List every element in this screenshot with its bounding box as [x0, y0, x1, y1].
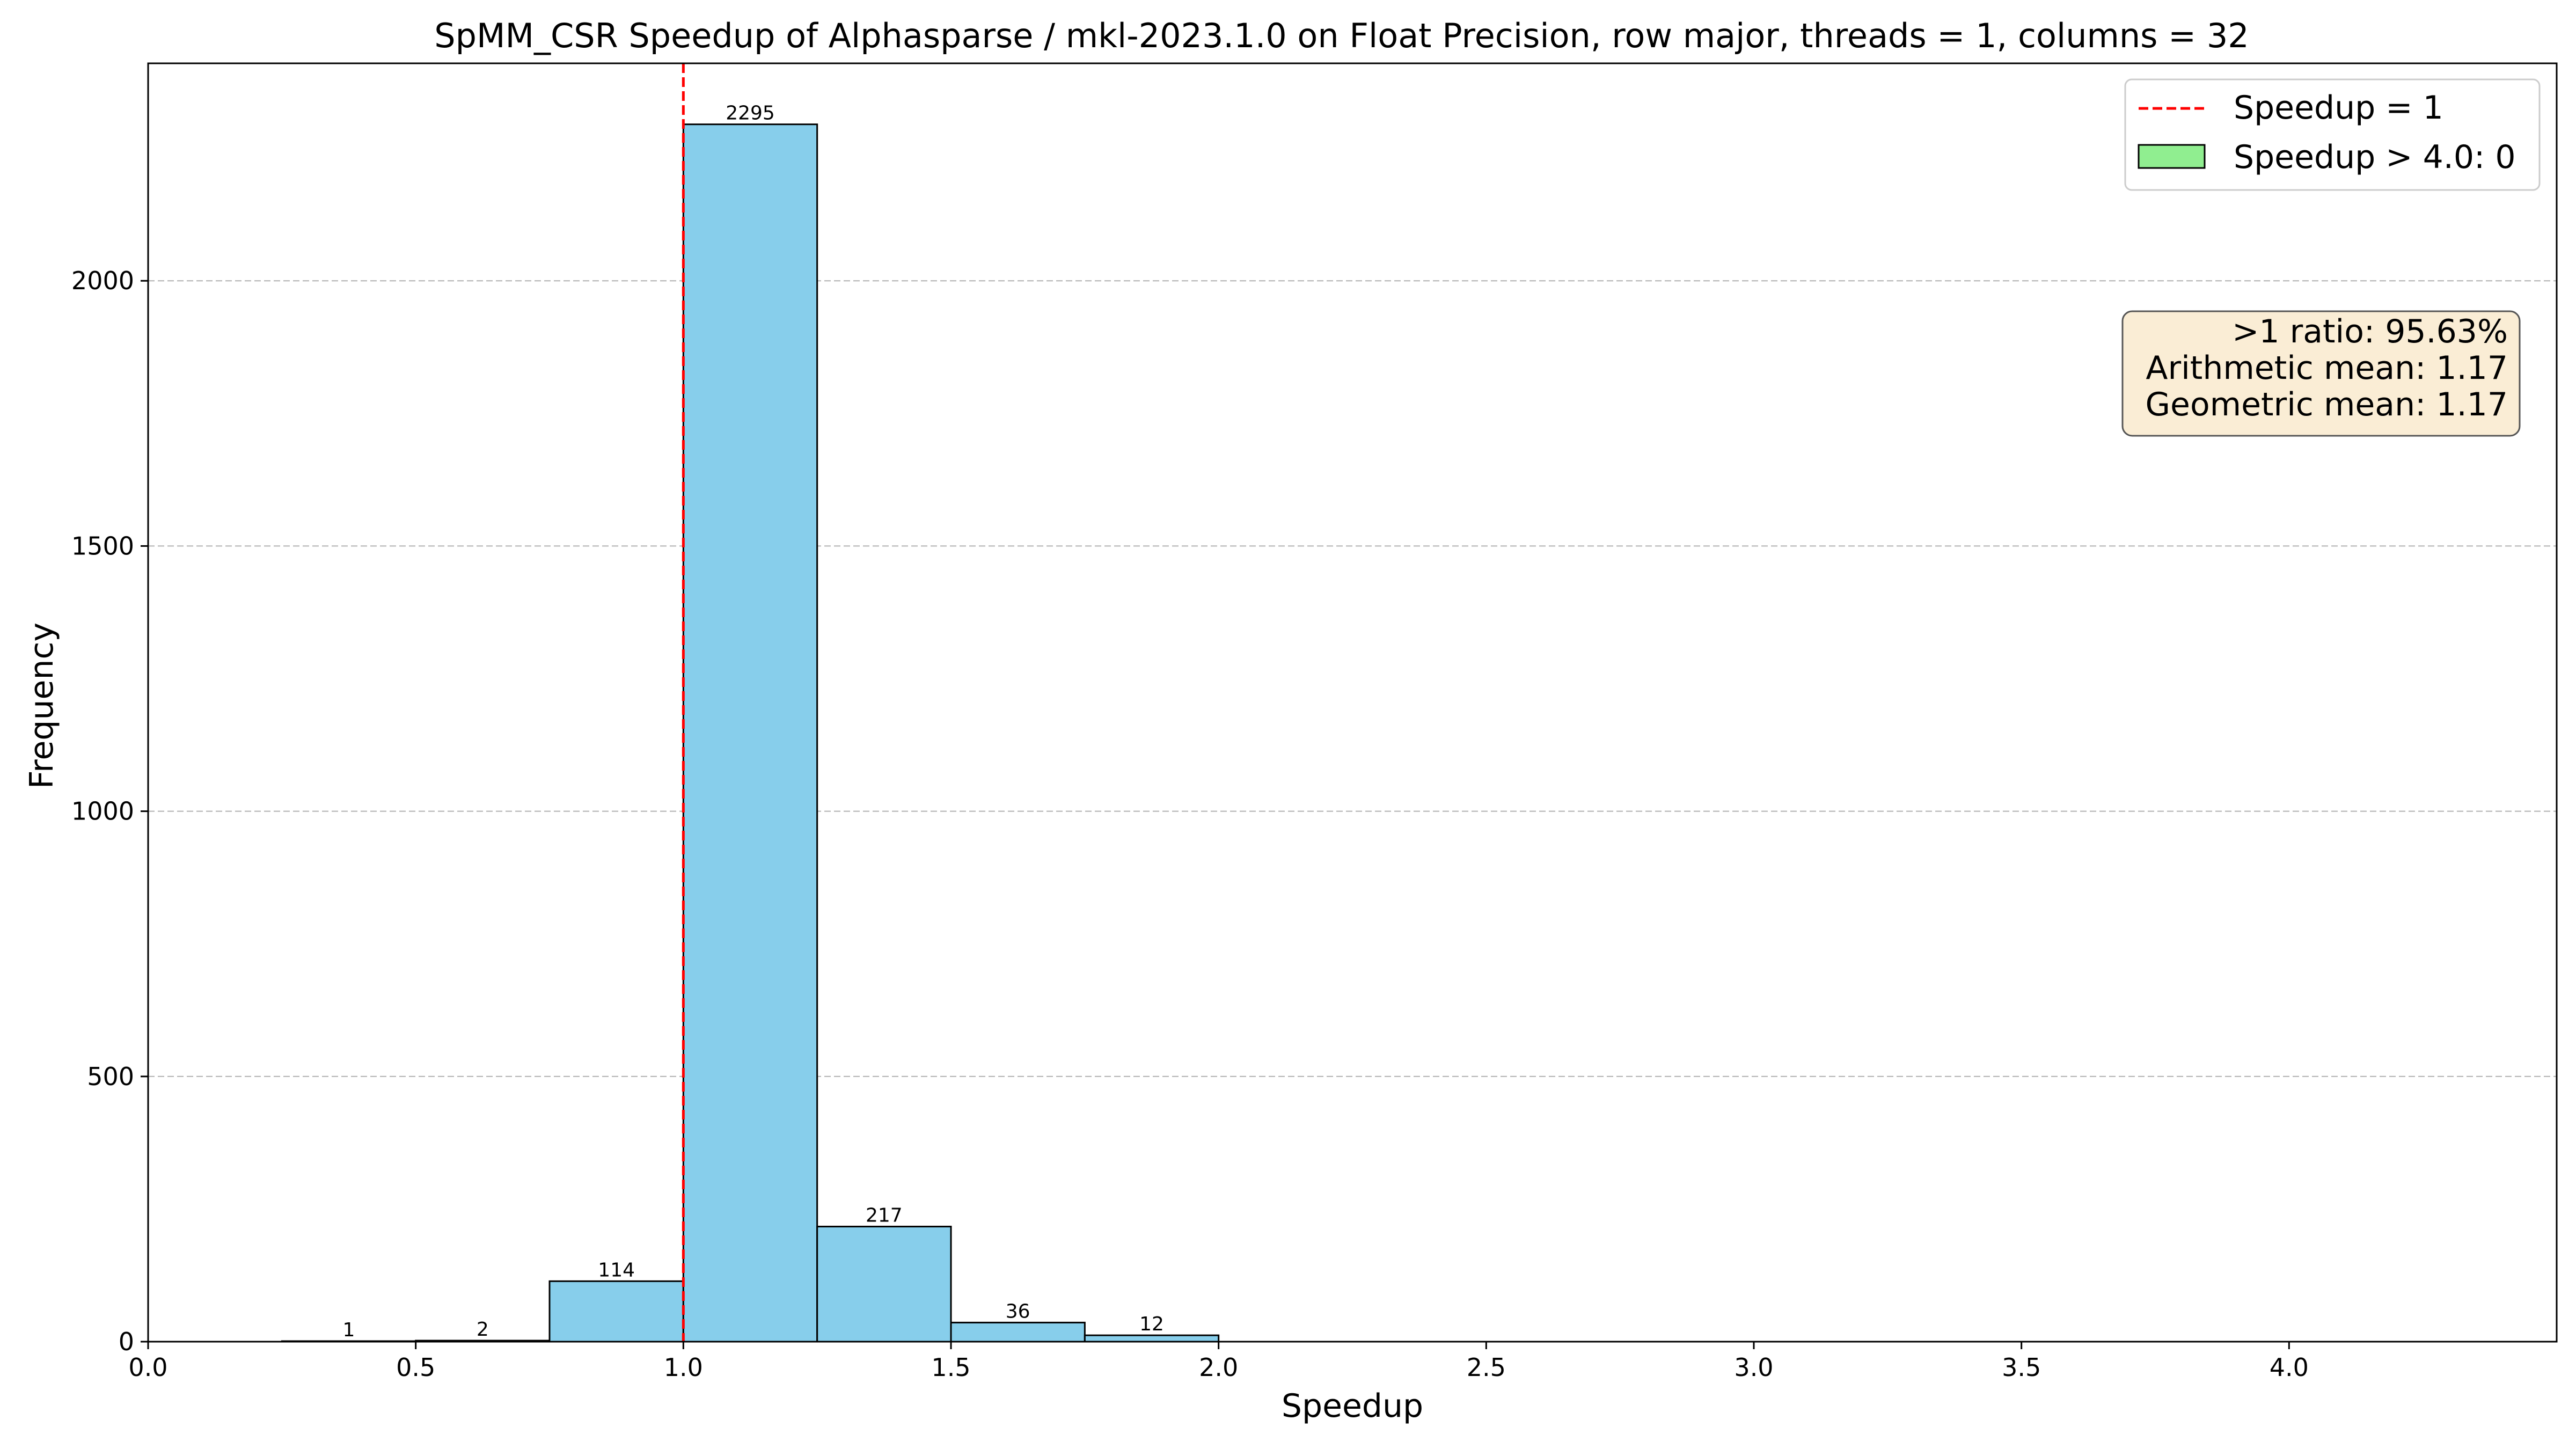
x-tick-label: 3.0 [1734, 1353, 1773, 1382]
bar-value-label: 1 [343, 1319, 355, 1341]
y-tick-label: 1000 [71, 797, 134, 826]
y-tick-label: 1500 [71, 531, 134, 560]
x-tick-label: 4.0 [2270, 1353, 2309, 1382]
stats-ratio-text: >1 ratio: 95.63% [2232, 313, 2508, 350]
x-tick-label: 1.5 [931, 1353, 970, 1382]
gridlines [148, 280, 2557, 1077]
histogram-bar [682, 123, 818, 1343]
histogram-bar [816, 1226, 952, 1343]
x-tick-label: 2.0 [1199, 1353, 1238, 1382]
legend-frame [2124, 78, 2541, 191]
x-axis-label: Speedup [1282, 1387, 1423, 1425]
x-tick-label: 1.0 [664, 1353, 703, 1382]
chart-title: SpMM_CSR Speedup of Alphasparse / mkl-20… [434, 16, 2249, 55]
y-axis: 0 500 1000 1500 2000 [71, 266, 148, 1356]
bar-value-label: 114 [598, 1259, 635, 1281]
y-tick-label: 500 [87, 1062, 134, 1091]
legend-label-overflow: Speedup > 4.0: 0 [2234, 138, 2516, 176]
stats-box: >1 ratio: 95.63% Arithmetic mean: 1.17 G… [2121, 310, 2521, 437]
stats-box-background [2121, 310, 2521, 437]
bar-value-label: 2295 [726, 103, 775, 125]
x-tick-label: 0.0 [128, 1353, 167, 1382]
bar-value-label: 36 [1006, 1300, 1030, 1322]
legend: Speedup = 1 Speedup > 4.0: 0 [2124, 78, 2541, 191]
x-tick-label: 3.5 [2002, 1353, 2041, 1382]
stats-geometric-mean-text: Geometric mean: 1.17 [2146, 386, 2508, 423]
x-tick-label: 2.5 [1467, 1353, 1506, 1382]
legend-patch-icon [2138, 144, 2206, 169]
legend-label-speedup-1: Speedup = 1 [2234, 89, 2443, 127]
bar-value-label: 217 [866, 1205, 903, 1227]
x-axis: 0.0 0.5 1.0 1.5 2.0 2.5 3.0 3.5 4.0 [128, 1342, 2309, 1382]
bar-value-label: 12 [1139, 1313, 1164, 1335]
bar-value-label: 2 [477, 1319, 489, 1341]
x-tick-label: 0.5 [396, 1353, 435, 1382]
histogram-bar [950, 1321, 1086, 1343]
plot-area-frame [147, 62, 2558, 1343]
y-axis-label: Frequency [23, 623, 61, 789]
y-tick-label: 2000 [71, 266, 134, 295]
histogram-bar [548, 1280, 684, 1343]
y-tick-label: 0 [119, 1327, 134, 1356]
stats-arithmetic-mean-text: Arithmetic mean: 1.17 [2146, 349, 2508, 387]
histogram-bar [1084, 1334, 1220, 1343]
histogram-bars [281, 123, 1220, 1343]
